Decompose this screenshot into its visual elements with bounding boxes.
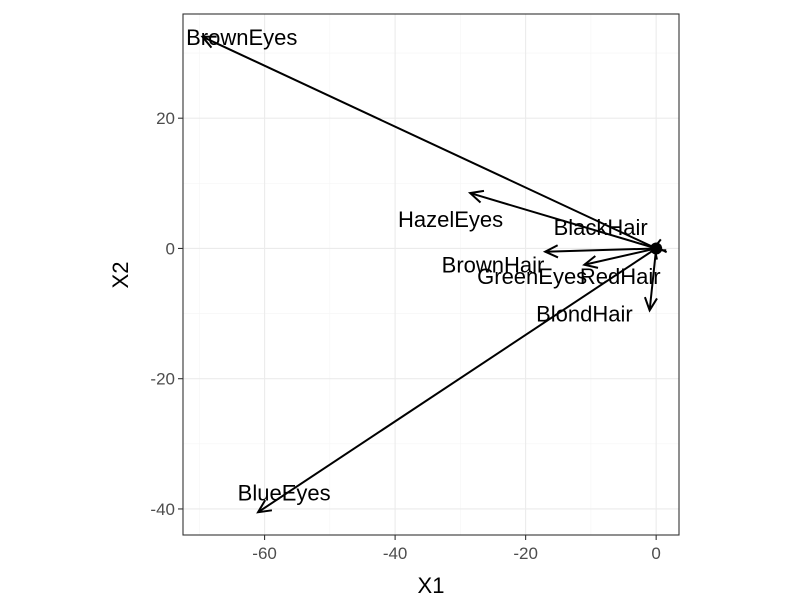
vector-browneyes-arrowhead [200, 35, 217, 49]
vector-blueeyes-line [257, 247, 657, 514]
vector-browneyes-label: BrownEyes [186, 25, 297, 50]
y-axis-title: X2 [108, 262, 133, 289]
vector-blueeyes-label: BlueEyes [238, 481, 331, 506]
vector-redhair-label: RedHair [580, 264, 661, 289]
vector-layer [200, 35, 668, 514]
x-tick-label: 0 [651, 544, 660, 563]
vector-greeneyes-line [584, 247, 657, 266]
x-axis-title: X1 [418, 573, 445, 598]
vector-hazeleyes-label: HazelEyes [398, 207, 503, 232]
vector-blueeyes-arrowhead [256, 499, 273, 514]
vector-blackhair-label: BlackHair [554, 215, 648, 240]
x-tick-label: -60 [252, 544, 277, 563]
x-tick-label: -20 [513, 544, 538, 563]
x-tick-label: -40 [383, 544, 408, 563]
vector-greeneyes-label: GreenEyes [477, 264, 587, 289]
vector-brownhair-line [545, 247, 657, 253]
y-tick-label: 0 [166, 239, 175, 258]
axis-layer: -60 -40 -20 0 -40 -20 0 20 [150, 109, 660, 563]
vector-hazeleyes-arrowhead [467, 189, 485, 204]
origin-point [650, 242, 663, 255]
vector-browneyes-line [202, 35, 657, 250]
vector-brownhair-arrowhead [542, 244, 559, 259]
vector-brownhair-label: BrownHair [442, 253, 545, 278]
y-tick-label: 20 [156, 109, 175, 128]
vector-blondhair-line [648, 248, 658, 311]
panel-border [182, 13, 680, 536]
vector-greeneyes-arrowhead [582, 255, 599, 269]
grid-layer [183, 14, 679, 535]
y-tick-label: -20 [150, 370, 175, 389]
vector-label-layer: BrownEyes HazelEyes BlackHair BrownHairGree… [186, 25, 661, 506]
vector-hazeleyes-line [469, 192, 657, 250]
vector-blondhair-arrowhead [643, 296, 658, 313]
vector-blondhair-label: BlondHair [536, 302, 633, 327]
y-tick-label: -40 [150, 500, 175, 519]
